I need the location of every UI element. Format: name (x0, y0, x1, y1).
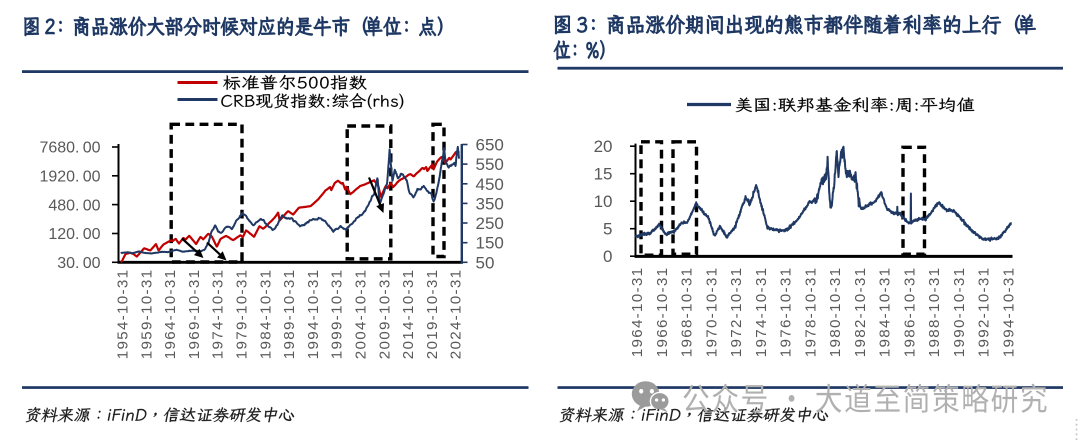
svg-text:150: 150 (476, 234, 504, 253)
svg-text:1964-10-31: 1964-10-31 (162, 269, 179, 360)
svg-text:1992-10-31: 1992-10-31 (976, 267, 993, 358)
svg-text:1980-10-31: 1980-10-31 (827, 267, 844, 358)
svg-text:2019-10-31: 2019-10-31 (424, 269, 441, 360)
svg-text:550: 550 (476, 155, 504, 174)
svg-text:2009-10-31: 2009-10-31 (376, 269, 393, 360)
svg-text:450: 450 (476, 175, 504, 194)
svg-text:1978-10-31: 1978-10-31 (802, 267, 819, 358)
svg-text:250: 250 (476, 214, 504, 233)
svg-text:1988-10-31: 1988-10-31 (926, 267, 943, 358)
svg-text:1994-10-31: 1994-10-31 (1000, 267, 1017, 358)
svg-text:1959-10-31: 1959-10-31 (138, 269, 155, 360)
svg-text:7680. 00: 7680. 00 (39, 140, 100, 157)
svg-text:2004-10-31: 2004-10-31 (353, 269, 370, 360)
svg-text:2024-10-31: 2024-10-31 (448, 269, 465, 360)
svg-text:10: 10 (594, 192, 613, 211)
svg-text:1968-10-31: 1968-10-31 (679, 267, 696, 358)
svg-text:1994-10-31: 1994-10-31 (305, 269, 322, 360)
svg-text:120. 00: 120. 00 (48, 226, 100, 243)
svg-text:1974-10-31: 1974-10-31 (210, 269, 227, 360)
svg-text:1982-10-31: 1982-10-31 (852, 267, 869, 358)
svg-text:1974-10-31: 1974-10-31 (753, 267, 770, 358)
svg-text:1972-10-31: 1972-10-31 (728, 267, 745, 358)
svg-text:650: 650 (476, 136, 504, 155)
svg-text:15: 15 (594, 165, 613, 184)
svg-text:350: 350 (476, 194, 504, 213)
svg-text:480. 00: 480. 00 (48, 197, 100, 214)
svg-text:1966-10-31: 1966-10-31 (654, 267, 671, 358)
svg-text:1984-10-31: 1984-10-31 (877, 267, 894, 358)
svg-text:0: 0 (603, 247, 612, 266)
svg-text:1999-10-31: 1999-10-31 (329, 269, 346, 360)
svg-text:5: 5 (603, 220, 612, 239)
svg-text:1976-10-31: 1976-10-31 (778, 267, 795, 358)
svg-text:20: 20 (594, 137, 613, 156)
svg-text:1986-10-31: 1986-10-31 (901, 267, 918, 358)
svg-text:1970-10-31: 1970-10-31 (703, 267, 720, 358)
svg-text:1964-10-31: 1964-10-31 (629, 267, 646, 358)
svg-text:1989-10-31: 1989-10-31 (281, 269, 298, 360)
svg-text:1954-10-31: 1954-10-31 (115, 269, 132, 360)
svg-text:1984-10-31: 1984-10-31 (257, 269, 274, 360)
svg-text:50: 50 (476, 253, 495, 272)
svg-text:1990-10-31: 1990-10-31 (951, 267, 968, 358)
svg-text:1979-10-31: 1979-10-31 (234, 269, 251, 360)
svg-text:30. 00: 30. 00 (57, 255, 100, 272)
svg-text:2014-10-31: 2014-10-31 (400, 269, 417, 360)
svg-text:1969-10-31: 1969-10-31 (186, 269, 203, 360)
svg-text:1920. 00: 1920. 00 (39, 168, 100, 185)
